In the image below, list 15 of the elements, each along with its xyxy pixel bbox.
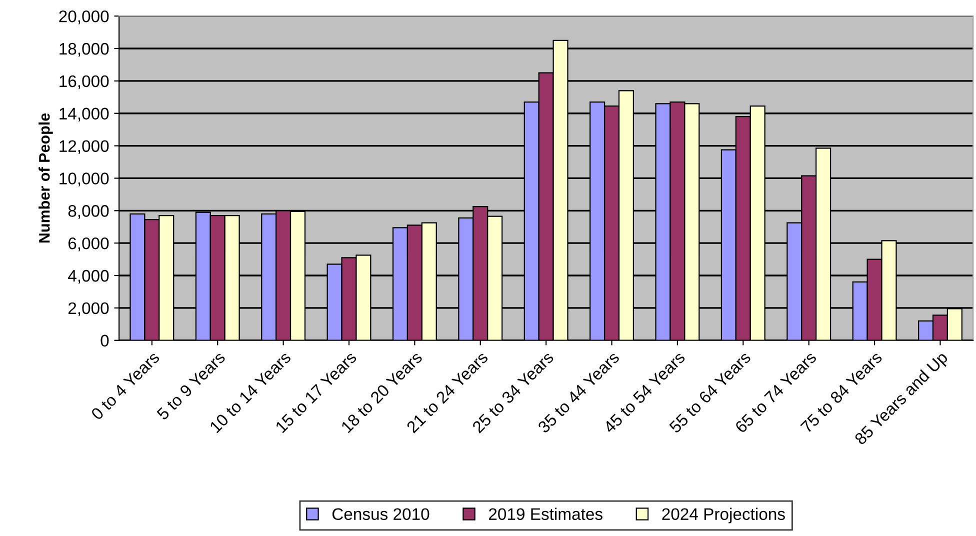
legend-label: Census 2010 (332, 508, 430, 520)
y-tick-label: 10,000 (60, 172, 109, 186)
y-tick-label: 4,000 (68, 270, 109, 284)
y-tick-label: 12,000 (60, 140, 109, 154)
y-tick-label: 14,000 (60, 108, 109, 122)
legend-label: 2019 Estimates (489, 508, 602, 520)
y-tick-label: 8,000 (68, 205, 109, 219)
y-tick-label: 20,000 (59, 10, 109, 24)
y-tick-label: 18,000 (60, 42, 109, 57)
y-tick-label: 0 (100, 334, 109, 347)
y-axis-title: Number of People (38, 113, 53, 243)
y-tick-label: 2,000 (68, 302, 109, 316)
y-tick-label: 6,000 (68, 237, 109, 252)
legend-label: 2024 Projections (662, 508, 785, 524)
y-tick-label: 16,000 (60, 75, 109, 90)
